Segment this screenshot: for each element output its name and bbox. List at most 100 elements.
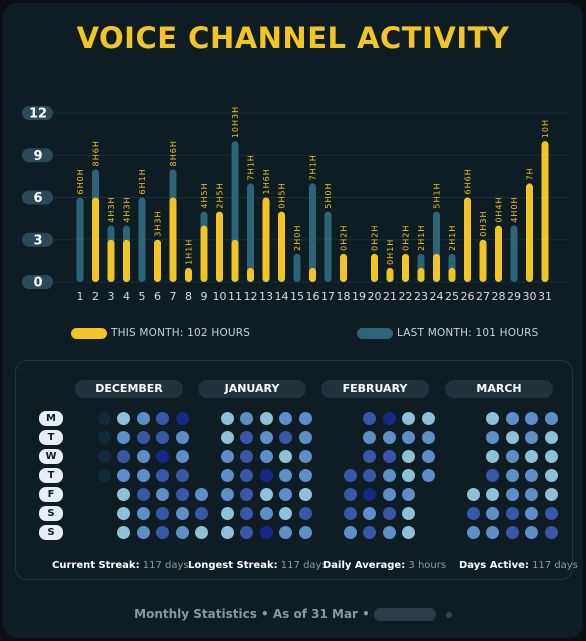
day-cell [505,431,519,444]
y-tick-pill [22,275,53,289]
bar-data-label: 3H3H [154,211,163,237]
x-tick-label: 17 [321,290,335,303]
bar-data-label: 1H1H [185,239,194,265]
day-badge-wed: W [39,449,63,464]
bar-this-month [479,239,487,282]
day-cell [136,526,150,539]
bar-this-month [433,253,440,282]
bar-data-label: 4H0H [510,196,519,222]
day-cell [421,431,435,444]
day-cell [298,431,312,444]
day-cell [156,488,169,501]
stat-current-streak: Current Streak: 117 days [52,560,189,571]
y-tick-pill [22,148,53,163]
y-tick-label: 3 [33,233,42,248]
bar-this-month [92,197,99,282]
bar-this-month [340,253,347,282]
day-cell [382,469,396,482]
day-cell [240,488,253,501]
day-cell [117,507,130,520]
month-label-january: JANUARY [198,380,306,398]
day-cell [136,431,150,444]
day-cell [279,412,292,425]
bar-data-label: 4H5H [200,182,209,208]
y-tick-label: 0 [33,276,42,291]
day-cell [175,450,189,463]
bar-this-month [495,225,502,282]
stat-value: 117 days [280,560,327,571]
x-tick-label: 16 [306,290,320,303]
day-cell [466,526,480,539]
bar-data-label: 1H6H [262,168,271,194]
day-cell [544,450,558,463]
stat-value: 117 days [142,560,189,571]
day-cell [240,526,253,539]
day-cell [486,450,499,463]
x-tick-label: 25 [445,290,459,303]
day-cell [382,412,396,425]
day-cell [279,526,292,539]
day-cell [136,412,150,425]
bar-data-label: 2H1H [448,225,457,251]
day-cell [240,412,253,425]
day-badge-sat: S [39,506,63,521]
bar-this-month [526,183,533,282]
bar-data-label: 8H6H [169,140,178,166]
x-tick-label: 4 [123,290,130,303]
bar-last-month [324,211,332,282]
legend-swatch-this-month [71,327,107,339]
bar-this-month [185,267,192,282]
footer-dot [445,611,452,618]
x-tick-label: 14 [275,290,289,303]
day-cell [117,412,130,425]
bar-data-label: 4H3H [123,196,132,222]
day-cell [402,488,415,501]
day-cell [220,431,234,444]
day-cell [486,526,499,539]
day-badge-mon: M [39,411,63,426]
footer-text: Monthly Statistics • As of 31 Mar • [134,607,370,621]
day-cell [259,526,273,539]
day-cell [117,450,130,463]
day-cell [486,431,499,444]
day-cell [117,469,130,482]
month-label-march: MARCH [445,380,553,398]
chart-title: VOICE CHANNEL ACTIVITY [76,21,510,55]
day-cell [525,488,538,501]
day-cell [466,488,480,501]
day-cell [136,469,150,482]
day-cell [175,488,189,501]
day-cell [298,526,312,539]
x-tick-label: 1 [77,290,84,303]
day-cell [97,431,111,444]
day-cell [298,469,312,482]
bar-this-month [371,253,378,282]
day-cell [525,526,538,539]
bar-data-label: 6H0H [76,168,85,194]
x-tick-label: 12 [244,290,258,303]
x-tick-label: 24 [430,290,444,303]
day-cell [136,488,150,501]
day-cell [402,412,415,425]
bar-data-label: 8H6H [92,140,101,166]
day-cell [279,507,292,520]
stat-value: 3 hours [408,560,447,571]
bar-data-label: 0H5H [278,182,287,208]
day-cell [195,526,208,539]
day-cell [544,526,558,539]
day-cell [525,431,538,444]
day-badge-fri: F [39,487,63,502]
day-cell [402,526,415,539]
day-cell [402,450,415,463]
bar-data-label: 6H6H [464,168,473,194]
legend-last-month: LAST MONTH: 101 HOURS [357,325,538,341]
bar-last-month [510,225,518,282]
day-cell [240,469,253,482]
y-tick-label: 9 [33,149,42,164]
x-tick-label: 28 [492,290,506,303]
bar-this-month [541,141,549,282]
day-cell [544,488,558,501]
bar-data-label: 0H2H [402,225,411,251]
day-cell [525,412,538,425]
day-cell [402,507,415,520]
